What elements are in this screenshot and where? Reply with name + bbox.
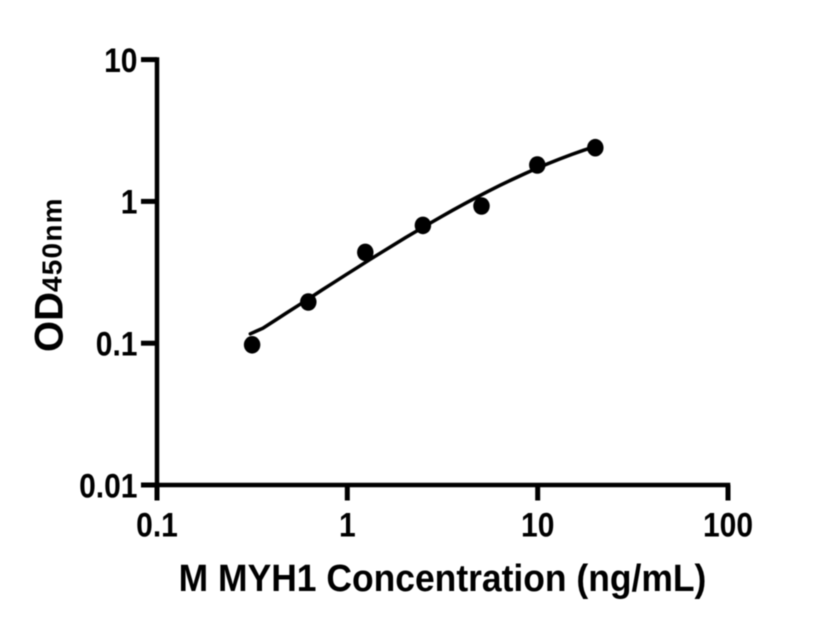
svg-text:0.01: 0.01 [79, 466, 137, 504]
svg-text:10: 10 [521, 506, 554, 544]
svg-text:0.1: 0.1 [96, 324, 138, 362]
svg-text:10: 10 [104, 41, 137, 79]
svg-text:M MYH1 Concentration (ng/mL): M MYH1 Concentration (ng/mL) [179, 557, 707, 599]
svg-text:100: 100 [703, 506, 753, 544]
svg-text:1: 1 [121, 183, 138, 221]
svg-text:1: 1 [339, 506, 356, 544]
svg-text:0.1: 0.1 [136, 506, 178, 544]
